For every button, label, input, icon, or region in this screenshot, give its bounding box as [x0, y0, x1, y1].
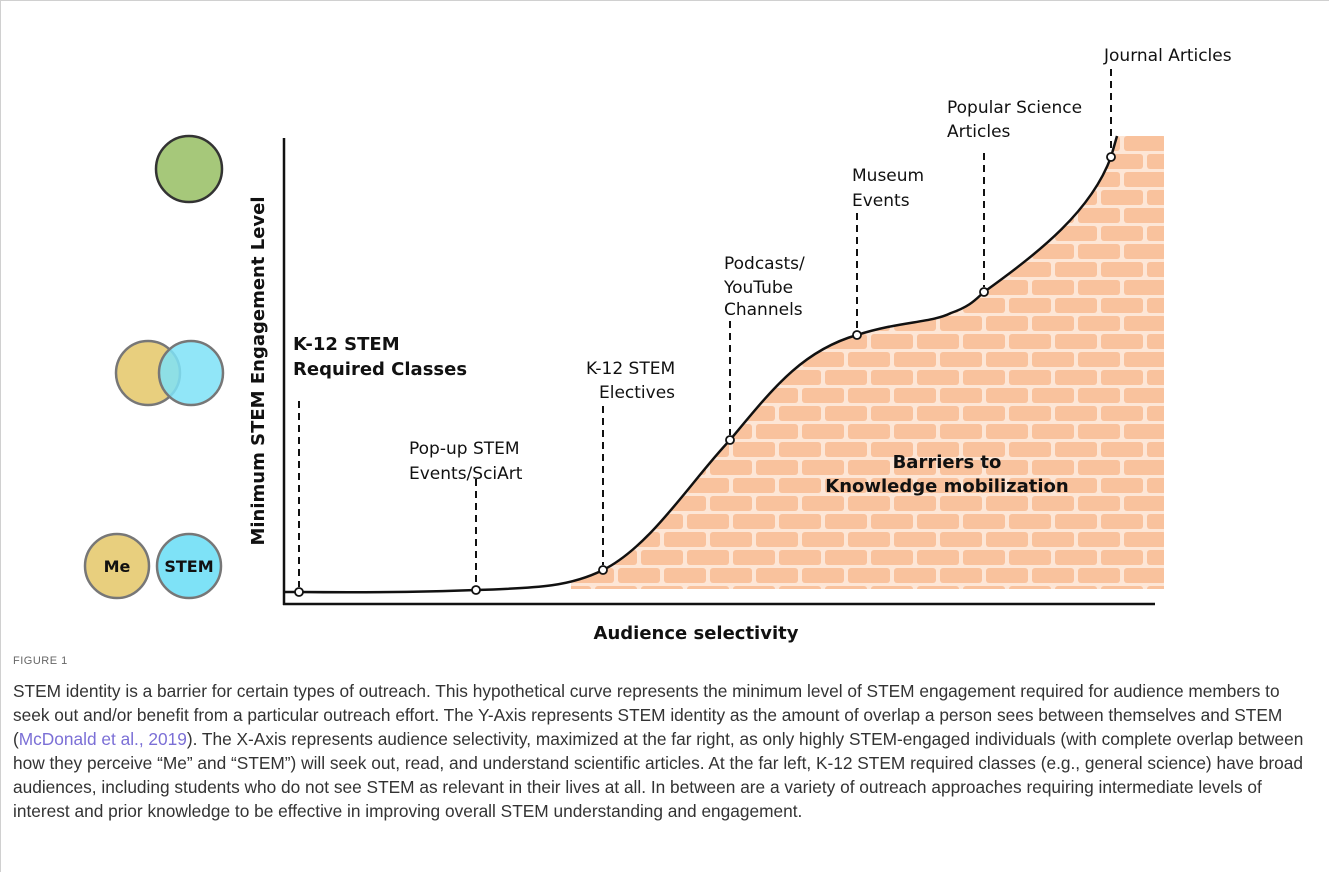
stem-circle — [157, 339, 225, 407]
x-axis-label: Audience selectivity — [594, 623, 799, 644]
outreach-label: Electives — [599, 383, 675, 403]
me-circle — [83, 532, 151, 600]
curve-point — [979, 287, 989, 297]
barrier-label: Knowledge mobilization — [825, 476, 1068, 497]
me-label: Me — [104, 557, 131, 576]
outreach-label: Museum — [852, 166, 924, 186]
curve-point — [725, 435, 735, 445]
figure: Me STEM Minimum STEM Engagement Level Au… — [83, 46, 1232, 644]
outreach-label: Required Classes — [293, 359, 467, 380]
outreach-label: K-12 STEM — [293, 334, 400, 355]
barrier-label: Barriers to — [893, 452, 1002, 473]
outreach-label: Journal Articles — [1103, 46, 1232, 66]
outreach-label: Articles — [947, 122, 1011, 142]
curve-point — [294, 587, 304, 597]
outreach-label: Podcasts/ — [724, 254, 805, 274]
brick-wall — [571, 136, 1164, 589]
curve-point — [598, 565, 608, 575]
outreach-label: Pop-up STEM — [409, 439, 520, 459]
outreach-label: Channels — [724, 300, 803, 320]
stem-circle — [155, 532, 223, 600]
curve-point — [1106, 152, 1116, 162]
outreach-label: Events/SciArt — [409, 464, 523, 484]
outreach-label: Popular Science — [947, 98, 1082, 118]
y-axis-label: Minimum STEM Engagement Level — [248, 196, 269, 545]
curve-point — [471, 585, 481, 595]
outreach-label: K-12 STEM — [586, 359, 675, 379]
stem-label: STEM — [164, 557, 213, 576]
curve-point — [852, 330, 862, 340]
full-overlap-circle — [154, 134, 224, 204]
citation-link[interactable]: McDonald et al., 2019 — [18, 729, 187, 749]
caption: STEM identity is a barrier for certain t… — [13, 679, 1318, 823]
outreach-label: YouTube — [723, 278, 793, 298]
caption-text: ). The X-Axis represents audience select… — [13, 729, 1304, 821]
caption-label: FIGURE 1 — [13, 655, 68, 667]
outreach-label: Events — [852, 191, 910, 211]
caption-text: STEM identity is a barrier for certain t… — [13, 681, 1283, 749]
